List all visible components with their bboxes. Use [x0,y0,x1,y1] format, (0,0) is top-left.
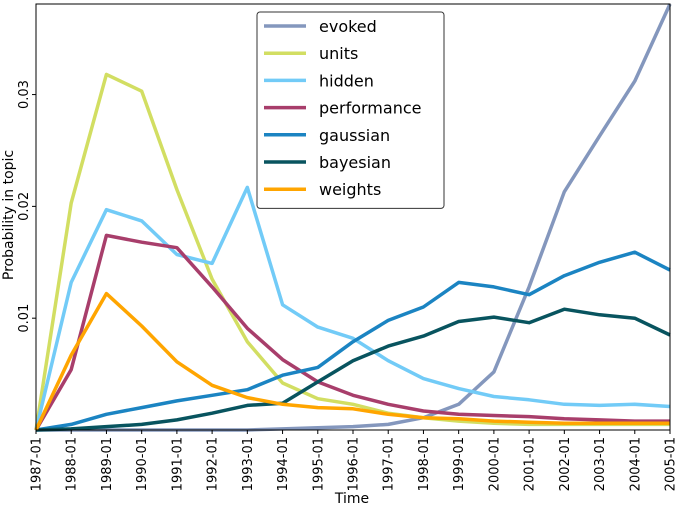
legend-box [256,11,445,209]
x-tick-label: 1997-01 [382,437,397,491]
y-axis-title: Probability in topic [1,150,17,280]
x-tick-label: 2003-01 [593,437,608,491]
x-tick-label: 2000-01 [487,437,502,491]
legend-label-bayesian: bayesian [319,153,391,172]
x-tick-label: 2001-01 [523,437,538,491]
x-tick-label: 1995-01 [311,437,326,491]
legend-label-units: units [319,44,358,63]
x-tick-label: 2005-01 [664,437,676,491]
legend-label-weights: weights [319,180,381,199]
legend: evoked units hidden performance gaussian baye… [256,11,445,209]
legend-label-hidden: hidden [319,71,374,90]
y-tick-label: 0.01 [17,304,32,333]
series-line-hidden [34,185,671,431]
series-line-performance [34,233,670,431]
x-axis-title: Time [334,491,369,507]
x-tick-label: 1999-01 [452,437,467,491]
series-line-weights [34,291,670,431]
x-tick-label: 1990-01 [135,437,150,491]
axes-layer: 1987-01 1988-01 1989-01 1990-01 1991-01 1992-… [17,3,676,491]
series-line-gaussian [35,250,671,432]
series-line-bayesian [35,307,671,432]
legend-label-evoked: evoked [319,17,377,36]
x-tick-label: 1993-01 [241,437,256,491]
y-tick-label: 0.03 [17,80,32,109]
x-tick-label: 1989-01 [100,437,115,491]
x-tick-label: 2002-01 [558,437,573,491]
y-tick-label: 0.02 [17,192,32,221]
x-tick-label: 1992-01 [206,437,221,491]
x-tick-label: 1991-01 [170,437,185,491]
x-tick-label: 1988-01 [65,437,80,491]
x-tick-label: 1996-01 [347,437,362,491]
x-tick-label: 1994-01 [276,437,291,491]
x-tick-label: 1998-01 [417,437,432,491]
legend-label-performance: performance [319,99,421,118]
legend-label-gaussian: gaussian [319,126,390,145]
x-tick-label: 2004-01 [628,437,643,491]
x-tick-label: 1987-01 [30,437,45,491]
